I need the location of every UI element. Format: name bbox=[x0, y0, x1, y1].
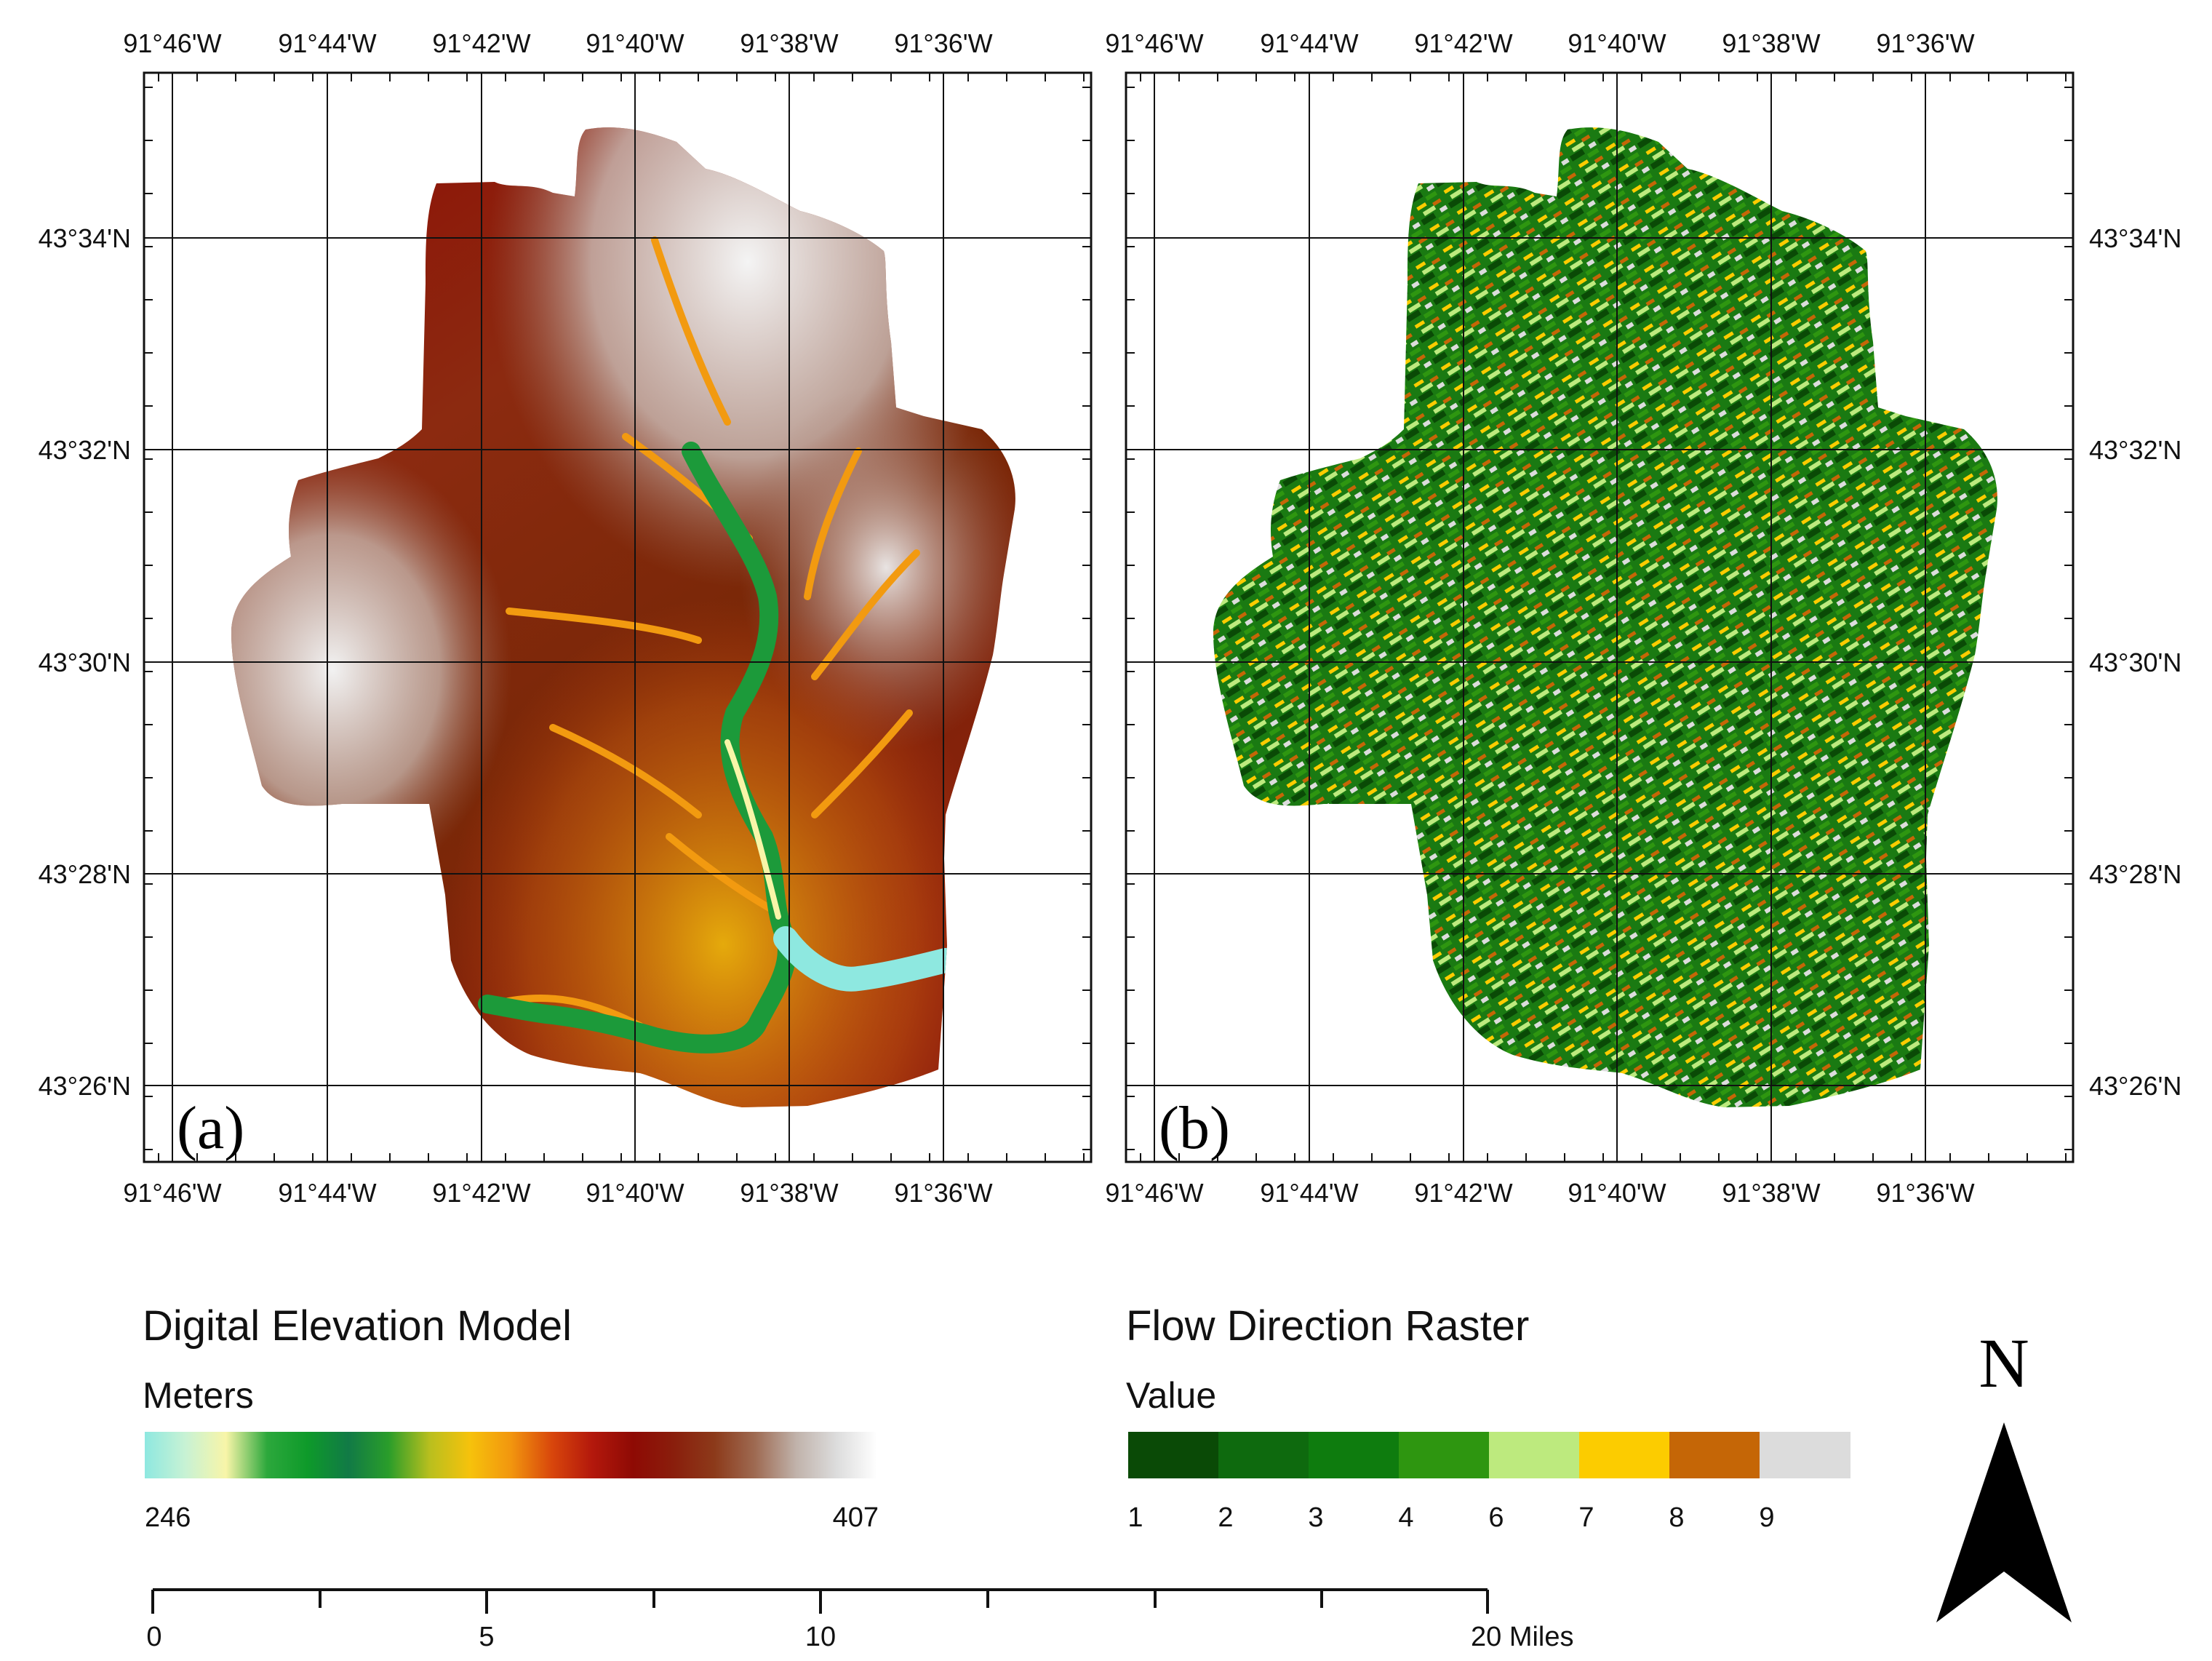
legend-subtitle: Meters bbox=[143, 1375, 254, 1416]
longitude-label-top: 91°38'W bbox=[740, 28, 838, 58]
latitude-label: 43°26'N bbox=[39, 1071, 131, 1101]
map-panel-b: 91°46'W 91°44'W 91°42'W 91°40'W 91°38'W 91°36… bbox=[1105, 28, 2181, 1208]
longitude-label-top: 91°42'W bbox=[1414, 28, 1512, 58]
latitude-label: 43°30'N bbox=[39, 648, 131, 677]
latitude-label: 43°28'N bbox=[2089, 859, 2181, 889]
legend-class-label: 7 bbox=[1578, 1502, 1594, 1533]
map-frame bbox=[143, 71, 1093, 1163]
legend-class-label: 2 bbox=[1218, 1502, 1233, 1533]
map-frame bbox=[1125, 71, 2075, 1163]
longitude-label-bottom: 91°36'W bbox=[1876, 1178, 1974, 1208]
panel-label: (a) bbox=[177, 1094, 244, 1162]
longitude-label-top: 91°36'W bbox=[1876, 28, 1974, 58]
legend-swatch bbox=[1218, 1432, 1309, 1478]
longitude-label-top: 91°40'W bbox=[586, 28, 684, 58]
flow-direction-cells bbox=[1213, 127, 1997, 1108]
map-panel-a: 91°46'W 91°44'W 91°42'W 91°40'W 91°38'W 91°36… bbox=[39, 28, 1093, 1208]
legend-subtitle: Value bbox=[1126, 1375, 1216, 1416]
longitude-label-top: 91°40'W bbox=[1568, 28, 1666, 58]
longitude-label-top: 91°44'W bbox=[278, 28, 376, 58]
north-arrow-icon-left bbox=[1936, 1422, 2004, 1622]
legend-max-value: 407 bbox=[833, 1502, 879, 1533]
north-arrow: N bbox=[1936, 1324, 2072, 1622]
latitude-label: 43°26'N bbox=[2089, 1071, 2181, 1101]
latitude-label: 43°34'N bbox=[2089, 223, 2181, 253]
legend-class-label: 4 bbox=[1398, 1502, 1413, 1533]
scale-bar-label: 0 bbox=[146, 1622, 161, 1652]
latitude-label: 43°32'N bbox=[39, 435, 131, 465]
legend-swatch bbox=[1760, 1432, 1850, 1478]
tributary-valley bbox=[651, 236, 731, 426]
legend-class-label: 8 bbox=[1669, 1502, 1684, 1533]
longitude-label-top: 91°46'W bbox=[1105, 28, 1203, 58]
tributary-valley bbox=[804, 447, 862, 600]
tributary-valley bbox=[811, 549, 920, 680]
longitude-label-bottom: 91°38'W bbox=[740, 1178, 838, 1208]
legend-swatch bbox=[1489, 1432, 1580, 1478]
legend-swatch bbox=[1579, 1432, 1670, 1478]
legend-swatch bbox=[1309, 1432, 1400, 1478]
tributary-valley bbox=[549, 724, 702, 818]
panel-label: (b) bbox=[1159, 1094, 1230, 1162]
scale-bar-label: 20 Miles bbox=[1471, 1622, 1574, 1652]
longitude-label-top: 91°46'W bbox=[123, 28, 221, 58]
longitude-label-bottom: 91°40'W bbox=[1568, 1178, 1666, 1208]
elevation-color-ramp bbox=[145, 1432, 877, 1478]
longitude-label-bottom: 91°46'W bbox=[1105, 1178, 1203, 1208]
longitude-label-bottom: 91°36'W bbox=[894, 1178, 992, 1208]
legend-elevation: Digital Elevation Model Meters 246 407 bbox=[143, 1302, 879, 1533]
latitude-label: 43°28'N bbox=[39, 859, 131, 889]
legend-swatch bbox=[1399, 1432, 1490, 1478]
tributary-valley bbox=[811, 709, 913, 818]
river-floodplain bbox=[724, 739, 781, 920]
longitude-label-top: 91°42'W bbox=[432, 28, 530, 58]
legend-flow-direction: Flow Direction Raster Value 1 2 3 4 6 7 8 9 bbox=[1126, 1302, 1850, 1533]
elevation-raster bbox=[231, 127, 1015, 1108]
legend-swatch bbox=[1128, 1432, 1219, 1478]
legend-class-label: 6 bbox=[1488, 1502, 1504, 1533]
longitude-label-bottom: 91°44'W bbox=[278, 1178, 376, 1208]
tributary-valley bbox=[506, 608, 702, 644]
longitude-label-top: 91°38'W bbox=[1722, 28, 1820, 58]
latitude-label: 43°32'N bbox=[2089, 435, 2181, 465]
lake-water bbox=[773, 926, 958, 992]
longitude-label-bottom: 91°44'W bbox=[1260, 1178, 1358, 1208]
longitude-label-bottom: 91°42'W bbox=[1414, 1178, 1512, 1208]
scale-bar-label: 5 bbox=[479, 1622, 494, 1652]
longitude-label-bottom: 91°42'W bbox=[432, 1178, 530, 1208]
longitude-label-bottom: 91°46'W bbox=[123, 1178, 221, 1208]
legend-swatch bbox=[1669, 1432, 1760, 1478]
flow-direction-raster bbox=[1213, 127, 1997, 1108]
legend-title: Digital Elevation Model bbox=[143, 1302, 572, 1350]
longitude-label-bottom: 91°40'W bbox=[586, 1178, 684, 1208]
legend-min-value: 246 bbox=[145, 1502, 191, 1533]
longitude-label-top: 91°44'W bbox=[1260, 28, 1358, 58]
legend-class-label: 9 bbox=[1759, 1502, 1774, 1533]
scale-bar: 0 5 10 20 Miles bbox=[146, 1588, 1574, 1652]
legend-class-label: 3 bbox=[1308, 1502, 1323, 1533]
north-arrow-icon-right bbox=[2004, 1422, 2072, 1622]
north-label: N bbox=[1979, 1324, 2029, 1402]
legend-class-label: 1 bbox=[1127, 1502, 1143, 1533]
longitude-label-top: 91°36'W bbox=[894, 28, 992, 58]
latitude-label: 43°30'N bbox=[2089, 648, 2181, 677]
scale-bar-label: 10 bbox=[805, 1622, 836, 1652]
longitude-label-bottom: 91°38'W bbox=[1722, 1178, 1820, 1208]
latitude-label: 43°34'N bbox=[39, 223, 131, 253]
legend-title: Flow Direction Raster bbox=[1126, 1302, 1529, 1350]
